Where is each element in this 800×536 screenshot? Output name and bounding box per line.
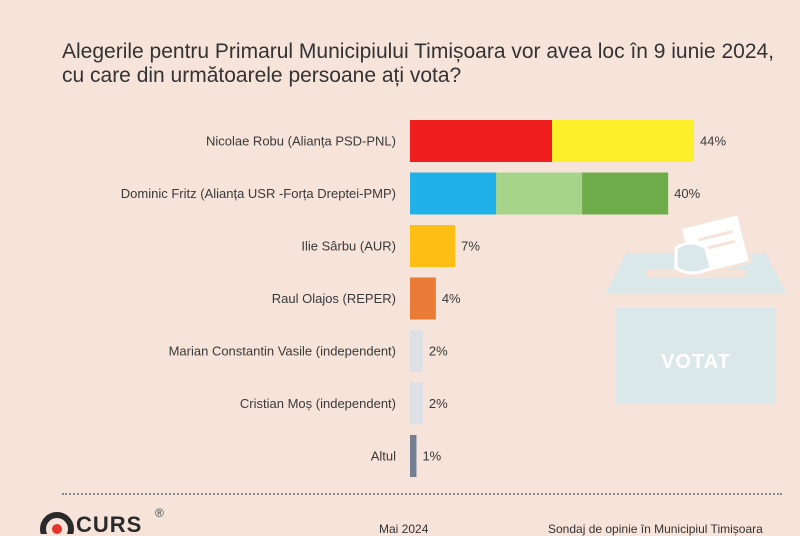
bar-segment <box>552 120 694 162</box>
value-label: 2% <box>429 344 448 359</box>
brand-name: CURS <box>76 512 143 534</box>
curs-logo-icon <box>40 512 74 534</box>
category-label: Cristian Moș (independent) <box>240 396 396 411</box>
bar-group: Cristian Moș (independent) 2% <box>240 382 448 425</box>
bar-segment <box>582 172 669 215</box>
curs-logo: CURS ® <box>40 508 190 534</box>
bar-group: Raul Olajos (REPER) 4% <box>272 277 461 320</box>
bar-segment <box>410 382 423 425</box>
category-label: Raul Olajos (REPER) <box>272 291 396 306</box>
category-label: Altul <box>371 449 396 464</box>
registered-mark: ® <box>155 508 164 520</box>
bar-segment <box>410 120 553 162</box>
category-label: Nicolae Robu (Alianța PSD-PNL) <box>206 134 396 149</box>
survey-source: Sondaj de opinie în Municipiul Timișoara <box>548 522 763 536</box>
value-label: 2% <box>429 396 448 411</box>
category-label: Dominic Fritz (Alianța USR -Forța Drepte… <box>121 186 396 201</box>
value-label: 44% <box>700 134 726 149</box>
survey-date: Mai 2024 <box>379 522 429 536</box>
ballot-box-icon: VOTAT <box>606 211 786 403</box>
value-label: 40% <box>674 186 700 201</box>
value-label: 4% <box>442 291 461 306</box>
bar-segment <box>410 435 417 477</box>
bar-group: Ilie Sârbu (AUR) 7% <box>301 225 480 267</box>
bar-group: Dominic Fritz (Alianța USR -Forța Drepte… <box>121 172 701 215</box>
bar-segment <box>410 330 423 372</box>
bar-segment <box>410 277 436 320</box>
category-label: Marian Constantin Vasile (independent) <box>169 344 396 359</box>
chart-title: Alegerile pentru Primarul Municipiului T… <box>62 40 775 87</box>
bar-segment <box>496 172 583 215</box>
footer-divider <box>62 493 782 495</box>
bar-group: Nicolae Robu (Alianța PSD-PNL) 44% <box>206 120 726 162</box>
bar-group: Marian Constantin Vasile (independent) 2% <box>169 330 448 372</box>
bar-segment <box>410 172 497 215</box>
bar-segment <box>410 225 456 267</box>
value-label: 7% <box>461 239 480 254</box>
bar-group: Altul 1% <box>371 435 442 477</box>
category-label: Ilie Sârbu (AUR) <box>301 239 396 254</box>
ballot-label: VOTAT <box>661 351 731 373</box>
value-label: 1% <box>422 449 441 464</box>
